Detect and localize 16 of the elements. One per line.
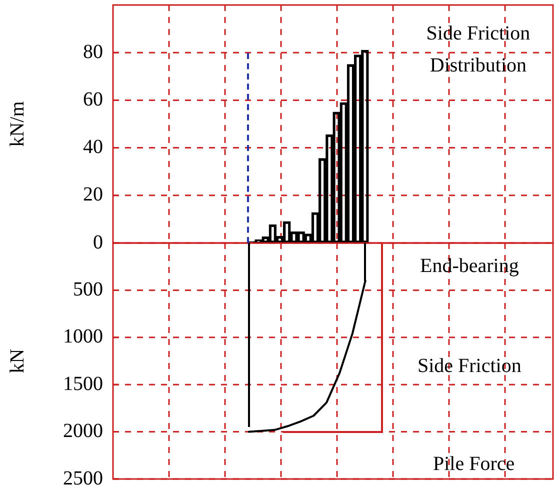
y-axis-title: kN/m xyxy=(6,100,28,147)
annotation: End-bearing xyxy=(420,254,519,277)
y-tick-label: 40 xyxy=(83,136,103,158)
y-axis-title: kN xyxy=(6,348,28,374)
y-tick-label: 2000 xyxy=(63,420,103,442)
y-tick-label: 500 xyxy=(73,278,103,300)
annotation: Side Friction Distribution xyxy=(426,22,530,76)
y-tick-label: 0 xyxy=(93,231,103,254)
y-tick-label: 60 xyxy=(83,88,103,110)
y-tick-label: 2500 xyxy=(63,467,103,490)
y-tick-label: 20 xyxy=(83,184,103,206)
annotation: Pile Force xyxy=(432,453,515,476)
annotation: Side Friction xyxy=(417,355,522,378)
y-tick-label: 1000 xyxy=(63,326,103,348)
y-tick-label: 1500 xyxy=(63,372,103,395)
y-tick-label: 80 xyxy=(83,40,103,63)
